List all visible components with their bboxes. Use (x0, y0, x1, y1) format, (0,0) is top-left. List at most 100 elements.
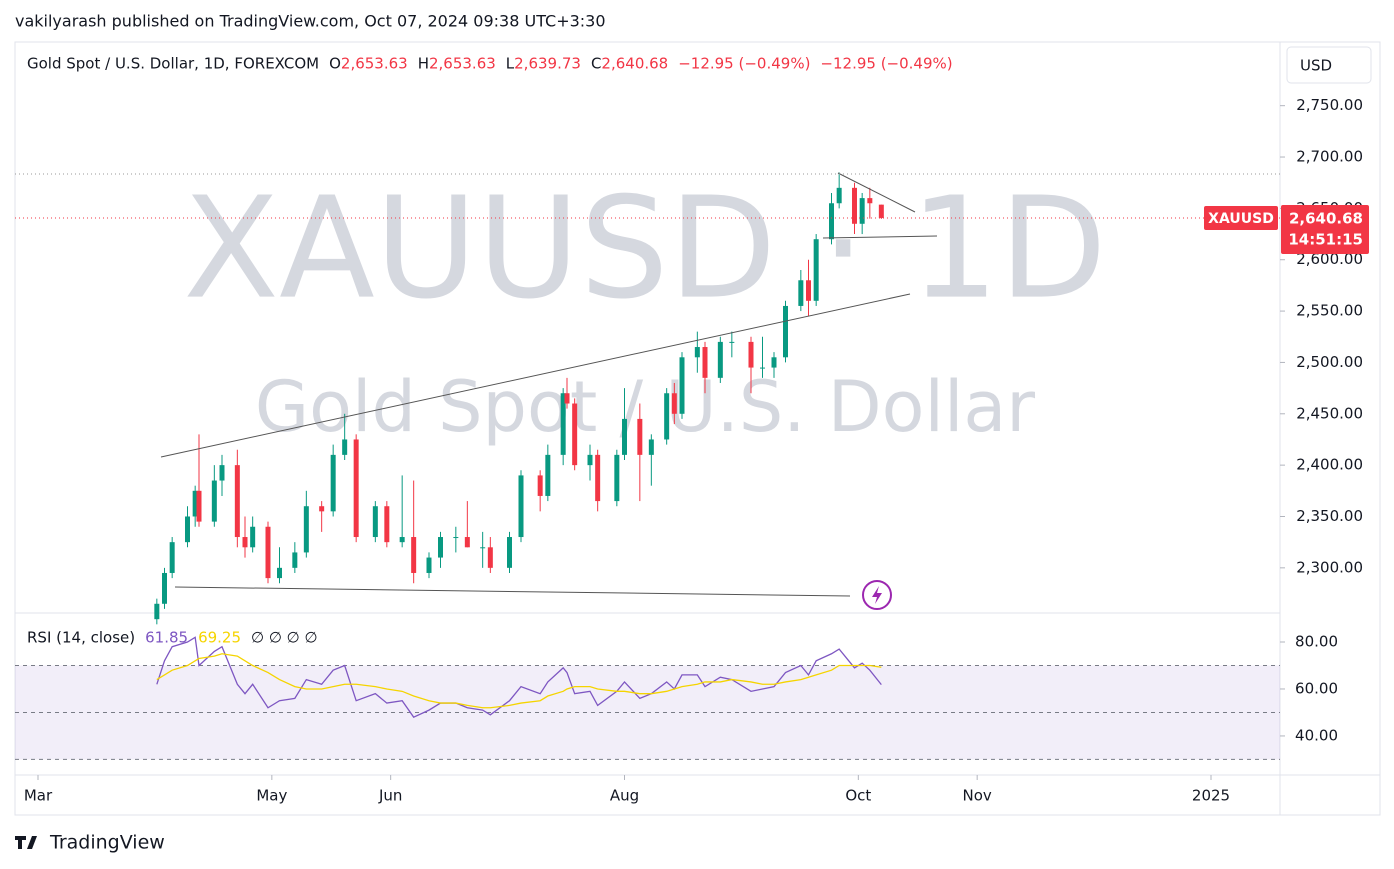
candle-body (292, 552, 298, 568)
candle-body (411, 537, 417, 573)
ohlc-value: 2,653.63 (429, 55, 496, 73)
ohlc-letter: C (591, 55, 601, 73)
candle-body (507, 537, 512, 568)
x-tick-label: 2025 (1192, 787, 1230, 805)
x-tick-label: Aug (610, 787, 639, 805)
candle-body (671, 393, 677, 414)
candle-body (303, 506, 309, 553)
price-badge-bg (1281, 204, 1369, 254)
candle-body (537, 475, 543, 496)
candle-body (852, 187, 857, 224)
watermark-symbol: XAUUSD · 1D (183, 168, 1107, 331)
candle-body (185, 516, 190, 543)
trendline (160, 293, 911, 458)
candle-body (637, 418, 643, 455)
candle-body (595, 454, 601, 502)
drawings (15, 172, 1280, 597)
alert-icon[interactable] (862, 580, 892, 610)
candle-body (219, 465, 225, 481)
candle-body (277, 567, 282, 579)
candle-body (154, 603, 160, 620)
chart-frame (14, 41, 1381, 816)
ohlc-letter: H (418, 55, 429, 73)
candle-body (319, 506, 325, 512)
symbol-badge: XAUUSD (1208, 211, 1274, 227)
candle-body (234, 465, 240, 538)
x-tick-label: Oct (845, 787, 871, 805)
ohlc-letter: O (329, 55, 341, 73)
candle-body (564, 393, 570, 404)
rsi-value: 61.85 (145, 629, 188, 647)
candle-body (572, 403, 578, 466)
rsi-line (156, 636, 882, 718)
x-tick-label: Nov (963, 787, 992, 805)
footer-logo (15, 836, 37, 849)
trendline (174, 586, 851, 597)
trendline (837, 172, 916, 213)
candle-body (426, 557, 432, 573)
y-tick-label: 2,500.00 (1296, 353, 1363, 371)
rsi-y-tick-label: 80.00 (1295, 633, 1338, 651)
candle-body (771, 357, 777, 368)
candle-body (480, 547, 486, 549)
x-tick-label: Mar (24, 787, 53, 805)
candle-body (464, 537, 470, 548)
candle-body (384, 506, 390, 543)
trendline (822, 235, 938, 239)
candle-body (614, 454, 620, 502)
candle-body (453, 537, 459, 539)
y-tick-label: 2,550.00 (1296, 302, 1363, 320)
candle-body (829, 203, 834, 240)
candle-body (729, 341, 735, 343)
candle-body (702, 347, 708, 378)
y-tick-label: 2,750.00 (1296, 96, 1363, 114)
y-tick-label: 2,700.00 (1296, 148, 1363, 166)
ohlc-letter: L (506, 55, 515, 73)
y-tick-label: 2,400.00 (1296, 456, 1363, 474)
candle-body (783, 305, 788, 358)
candle-body (162, 572, 167, 604)
candle-body (265, 526, 271, 579)
rsi-line (156, 653, 882, 709)
change-text: −12.95 (−0.49%) (678, 55, 810, 73)
candle-body (372, 506, 378, 538)
candle-body (760, 367, 765, 369)
symbol-badge-bg (1204, 205, 1278, 230)
candle-body (330, 454, 336, 512)
candle-body (836, 187, 842, 204)
symbol-title: Gold Spot / U.S. Dollar, 1D, FOREXCOM (27, 55, 319, 73)
candle-body (867, 198, 873, 204)
candle-body (211, 480, 217, 522)
candle-body (192, 490, 198, 517)
x-tick-label: May (256, 787, 287, 805)
y-tick-label: 2,350.00 (1296, 507, 1363, 525)
candle-body (813, 239, 819, 301)
candle-body (169, 542, 175, 573)
publish-info: vakilyarash published on TradingView.com… (15, 12, 606, 31)
y-tick-label: 2,450.00 (1296, 404, 1363, 422)
candle-body (859, 198, 865, 224)
candle-body (694, 347, 700, 358)
candle-body (438, 537, 443, 558)
y-tick-label: 2,300.00 (1296, 558, 1363, 576)
candle-body (622, 418, 627, 455)
ohlc-value: 2,640.68 (601, 55, 668, 73)
candle-body (679, 357, 685, 414)
candle-body (353, 439, 359, 538)
rsi-y-tick-label: 40.00 (1295, 726, 1338, 744)
candle-body (250, 526, 256, 548)
candle-body (748, 341, 754, 368)
currency-label: USD (1300, 57, 1332, 75)
candle-body (399, 537, 405, 543)
last-price: 2,640.68 (1289, 209, 1363, 227)
candle-body (518, 475, 524, 538)
candle-body (806, 280, 811, 301)
candle-body (648, 439, 654, 455)
candle-body (664, 393, 670, 440)
currency-button[interactable] (1286, 46, 1372, 84)
candle-body (717, 341, 723, 378)
rsi-y-tick-label: 60.00 (1295, 679, 1338, 697)
watermark-name: Gold Spot / U.S. Dollar (255, 366, 1035, 448)
rsi-ma-value: 69.25 (198, 629, 241, 647)
